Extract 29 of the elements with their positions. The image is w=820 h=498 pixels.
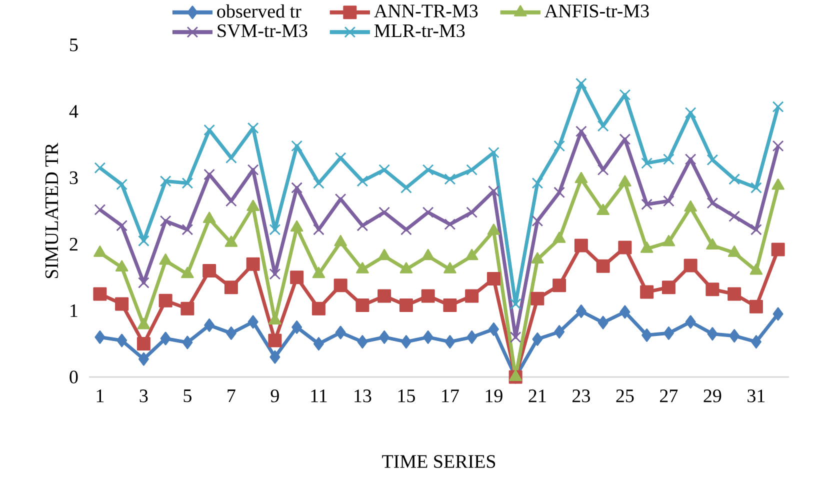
x-axis-title: TIME SERIES: [382, 455, 496, 468]
x-tick-label: 9: [270, 390, 279, 402]
x-tick-label: 15: [398, 390, 415, 402]
x-tick-label: 19: [486, 390, 502, 402]
y-tick-label: 2: [70, 238, 78, 250]
x-tick-label: 29: [704, 390, 722, 402]
x-tick-label: 5: [184, 390, 192, 402]
x-tick-label: 25: [616, 390, 634, 402]
x-tick-label: 23: [572, 390, 590, 402]
x-tick-label: 13: [354, 390, 372, 402]
x-tick-label: 27: [660, 390, 678, 402]
legend-label: ANFIS-tr-M3: [544, 4, 649, 18]
x-tick-label: 21: [528, 390, 546, 402]
legend-label: MLR-tr-M3: [374, 24, 465, 38]
y-axis-title: SIMULATED TR: [45, 142, 58, 278]
x-tick-label: 3: [140, 390, 148, 402]
x-tick-label: 11: [311, 390, 327, 402]
x-tick-label: 1: [96, 390, 104, 402]
y-tick-label: 0: [70, 370, 78, 384]
x-tick-label: 17: [442, 390, 459, 402]
legend-label: observed tr: [217, 4, 302, 18]
y-tick-label: 3: [70, 171, 78, 184]
y-tick-label: 4: [69, 105, 78, 118]
legend-label: SVM-tr-M3: [218, 24, 308, 38]
y-tick-label: 1: [70, 304, 78, 317]
x-tick-label: 7: [228, 390, 236, 402]
x-tick-label: 31: [748, 390, 765, 402]
y-tick-label: 5: [70, 38, 78, 52]
legend-label: ANN-TR-M3: [374, 4, 478, 18]
